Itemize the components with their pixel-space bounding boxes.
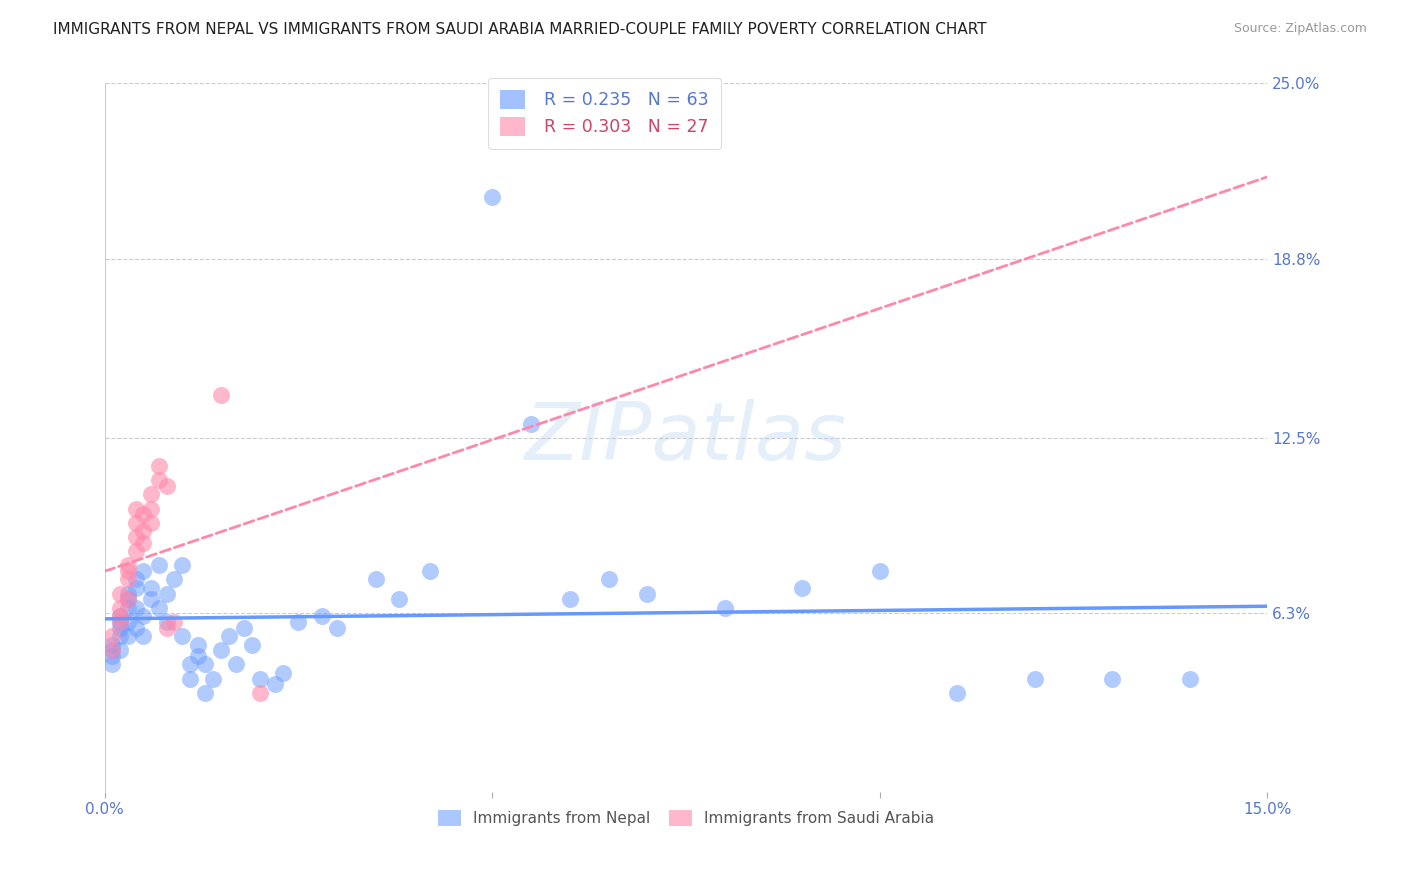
Point: [108, 643, 131, 657]
Text: IMMIGRANTS FROM NEPAL VS IMMIGRANTS FROM SAUDI ARABIA MARRIED-COUPLE FAMILY POVE: IMMIGRANTS FROM NEPAL VS IMMIGRANTS FROM…: [53, 22, 987, 37]
Point: [117, 558, 139, 573]
Point: [101, 648, 124, 663]
Point: [125, 516, 148, 530]
Point: [326, 621, 349, 635]
Point: [194, 686, 217, 700]
Point: [108, 629, 131, 643]
Point: [108, 600, 131, 615]
Point: [108, 621, 131, 635]
Point: [187, 638, 209, 652]
Point: [148, 600, 170, 615]
Point: [117, 629, 139, 643]
Point: [108, 615, 131, 629]
Point: [148, 473, 170, 487]
Point: [101, 638, 124, 652]
Point: [218, 629, 240, 643]
Point: [240, 638, 263, 652]
Point: [101, 643, 124, 657]
Point: [156, 586, 179, 600]
Point: [125, 573, 148, 587]
Point: [117, 573, 139, 587]
Point: [311, 609, 333, 624]
Point: [225, 657, 247, 672]
Point: [209, 388, 232, 402]
Point: [233, 621, 256, 635]
Point: [172, 558, 194, 573]
Point: [264, 677, 287, 691]
Legend: Immigrants from Nepal, Immigrants from Saudi Arabia: Immigrants from Nepal, Immigrants from S…: [430, 803, 942, 834]
Point: [125, 621, 148, 635]
Point: [117, 564, 139, 578]
Point: [520, 417, 543, 431]
Point: [108, 609, 131, 624]
Point: [132, 629, 155, 643]
Point: [249, 686, 271, 700]
Point: [117, 615, 139, 629]
Point: [132, 535, 155, 549]
Point: [946, 686, 969, 700]
Point: [132, 524, 155, 539]
Point: [1024, 672, 1046, 686]
Point: [388, 592, 411, 607]
Point: [141, 487, 163, 501]
Point: [101, 657, 124, 672]
Point: [209, 643, 232, 657]
Point: [108, 586, 131, 600]
Point: [117, 600, 139, 615]
Point: [364, 573, 387, 587]
Point: [125, 544, 148, 558]
Point: [141, 516, 163, 530]
Point: [194, 657, 217, 672]
Point: [156, 479, 179, 493]
Point: [187, 648, 209, 663]
Point: [117, 586, 139, 600]
Point: [481, 190, 503, 204]
Point: [792, 581, 814, 595]
Point: [141, 501, 163, 516]
Point: [141, 581, 163, 595]
Point: [1101, 672, 1123, 686]
Point: [148, 558, 170, 573]
Point: [714, 600, 737, 615]
Point: [117, 592, 139, 607]
Point: [125, 581, 148, 595]
Point: [172, 629, 194, 643]
Point: [163, 615, 186, 629]
Point: [179, 657, 201, 672]
Point: [125, 530, 148, 544]
Point: [125, 501, 148, 516]
Point: [125, 600, 148, 615]
Point: [101, 629, 124, 643]
Point: [636, 586, 658, 600]
Point: [163, 573, 186, 587]
Text: Source: ZipAtlas.com: Source: ZipAtlas.com: [1233, 22, 1367, 36]
Point: [108, 615, 131, 629]
Point: [598, 573, 620, 587]
Point: [869, 564, 891, 578]
Point: [132, 609, 155, 624]
Point: [141, 592, 163, 607]
Point: [271, 665, 294, 680]
Point: [202, 672, 225, 686]
Point: [156, 615, 179, 629]
Point: [132, 564, 155, 578]
Point: [132, 507, 155, 521]
Point: [117, 592, 139, 607]
Text: ZIPatlas: ZIPatlas: [524, 399, 848, 476]
Point: [249, 672, 271, 686]
Point: [287, 615, 309, 629]
Point: [1178, 672, 1201, 686]
Point: [101, 643, 124, 657]
Point: [179, 672, 201, 686]
Point: [558, 592, 581, 607]
Point: [419, 564, 441, 578]
Point: [108, 609, 131, 624]
Point: [156, 621, 179, 635]
Point: [148, 458, 170, 473]
